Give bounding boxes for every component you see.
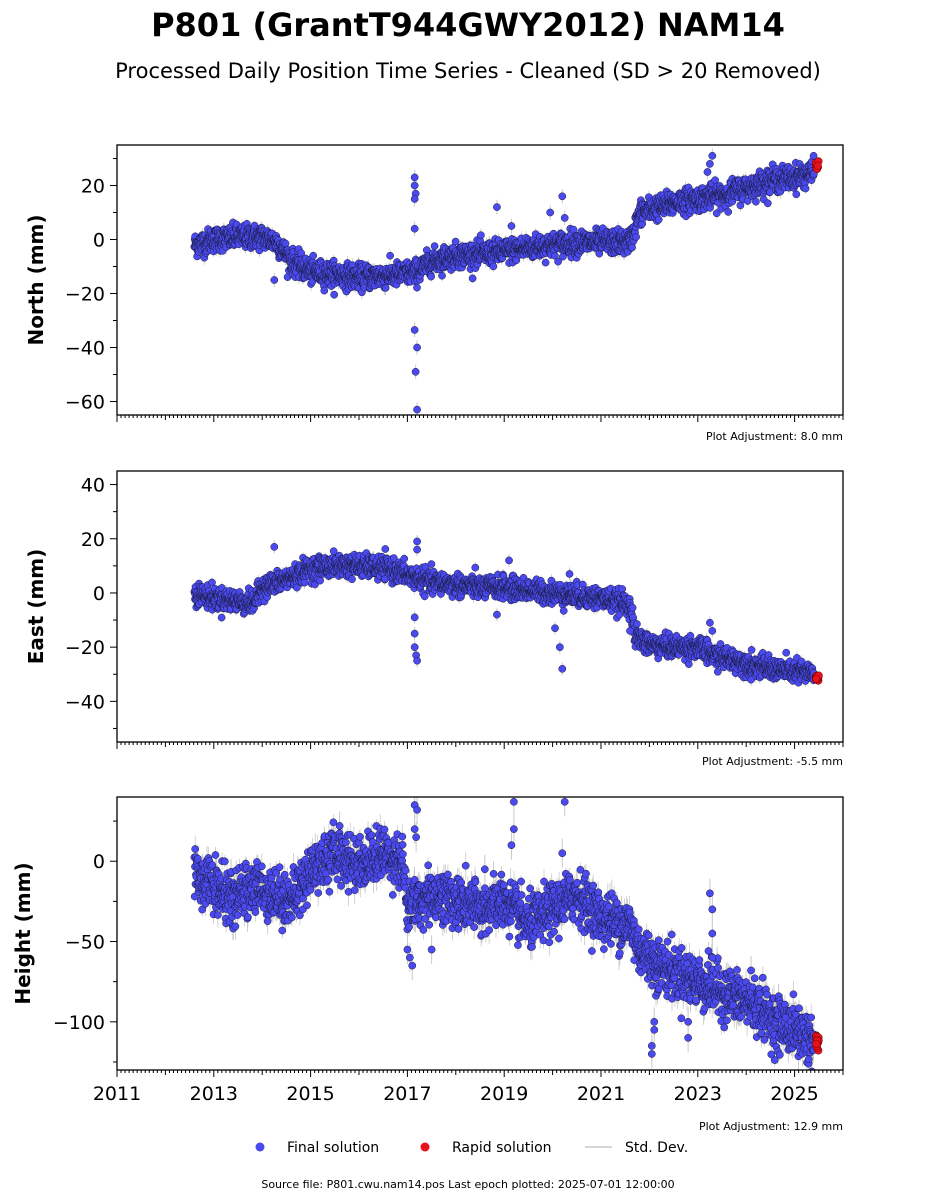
final-point	[451, 237, 460, 246]
final-point	[281, 239, 290, 248]
final-point	[628, 243, 636, 252]
final-point-outlier	[413, 343, 421, 352]
final-point	[330, 290, 339, 299]
y-tick-label: −40	[65, 338, 105, 360]
final-point-outlier	[410, 195, 419, 203]
final-point	[381, 284, 390, 292]
final-point	[752, 197, 760, 206]
final-point-outlier	[493, 203, 501, 211]
final-point	[320, 286, 329, 295]
plot-area-1	[190, 534, 823, 688]
final-point-outlier	[410, 326, 419, 334]
final-point-outlier	[546, 208, 555, 217]
final-point	[743, 197, 752, 205]
final-point	[413, 283, 421, 292]
final-point	[427, 272, 435, 281]
chart-title: P801 (GrantT944GWY2012) NAM14	[151, 6, 785, 44]
final-point	[654, 215, 663, 224]
final-point-outlier	[270, 276, 279, 284]
y-tick-label: −60	[65, 392, 105, 414]
final-point	[477, 231, 485, 240]
y-tick-label: 20	[81, 176, 105, 198]
final-point	[430, 242, 439, 250]
final-point-outlier	[703, 168, 712, 176]
chart-subtitle: Processed Daily Position Time Series - C…	[115, 59, 821, 83]
final-point	[554, 257, 562, 266]
final-point-outlier	[560, 214, 569, 222]
panel-0: 20 0 −20 −40 −60 North (mm) Plot Adjustment: 8…	[24, 144, 844, 443]
final-point-outlier	[411, 367, 420, 376]
final-point	[309, 251, 318, 260]
y-tick-label: 0	[93, 230, 105, 252]
final-point-outlier	[413, 405, 421, 414]
y-tick-label: −20	[65, 284, 105, 306]
final-point-outlier	[410, 173, 419, 182]
final-point	[438, 271, 446, 280]
plot-adjustment-0: Plot Adjustment: 8.0 mm	[706, 430, 843, 443]
final-point-outlier	[558, 192, 567, 201]
final-point-outlier	[410, 181, 419, 190]
final-point-outlier	[410, 224, 419, 233]
final-point-outlier	[708, 151, 717, 160]
final-point	[541, 258, 550, 267]
panels: 20 0 −20 −40 −60 North (mm) Plot Adjustment: 8…	[11, 144, 844, 1133]
final-point	[801, 184, 810, 193]
final-point-outlier	[507, 222, 516, 230]
final-point	[632, 233, 640, 241]
final-point	[809, 151, 818, 160]
final-point-outlier	[706, 160, 714, 168]
plot-area-0	[190, 148, 823, 415]
y-axis-label-0: North (mm)	[24, 214, 48, 345]
final-points-0	[190, 151, 818, 414]
final-point	[386, 251, 394, 260]
final-point	[792, 190, 801, 199]
final-point	[468, 274, 477, 283]
final-point	[489, 262, 498, 271]
rapid-points-0	[811, 157, 823, 173]
final-point	[724, 208, 733, 216]
final-point	[763, 199, 772, 208]
rapid-point	[813, 161, 822, 170]
final-point	[551, 251, 559, 260]
